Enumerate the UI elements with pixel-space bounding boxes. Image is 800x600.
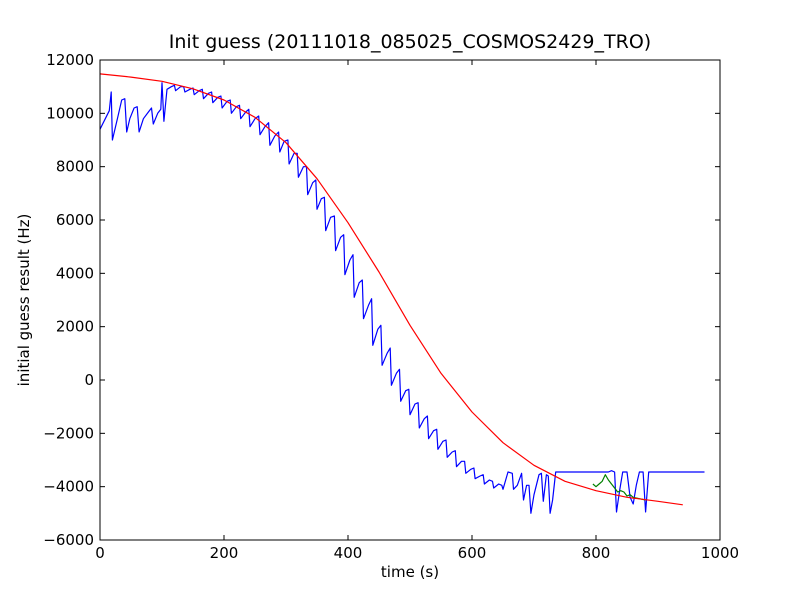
plot-frame [99,59,721,541]
y-tick-label: 2000 [56,318,94,336]
x-tick-label: 600 [458,544,487,562]
series-line-2 [99,73,683,506]
chart-title: Init guess (20111018_085025_COSMOS2429_T… [169,31,651,53]
series-line-0 [99,82,705,514]
y-tick-label: 6000 [56,211,94,229]
x-tick-label: 800 [582,544,611,562]
y-tick-label: 8000 [56,158,94,176]
y-tick-label: −2000 [43,424,94,442]
series-layer [99,73,705,514]
y-tick-label: 4000 [56,264,94,282]
x-tick-label: 0 [95,544,105,562]
x-tick-label: 1000 [701,544,739,562]
y-tick-label: 0 [84,371,94,389]
tick-layer: 0 200 400 600 800 1000 −6000 −4000 −2000 0 2000 400… [43,51,739,562]
y-tick-label: 10000 [46,104,94,122]
x-axis-label: time (s) [381,563,439,581]
x-tick-label: 200 [210,544,239,562]
y-tick-label: 12000 [46,51,94,69]
plot-area [100,60,720,540]
series-line-1 [592,474,646,501]
x-tick-label: 400 [334,544,363,562]
y-tick-label: −4000 [43,478,94,496]
y-tick-label: −6000 [43,531,94,549]
y-axis-label: initial guess result (Hz) [15,214,33,387]
